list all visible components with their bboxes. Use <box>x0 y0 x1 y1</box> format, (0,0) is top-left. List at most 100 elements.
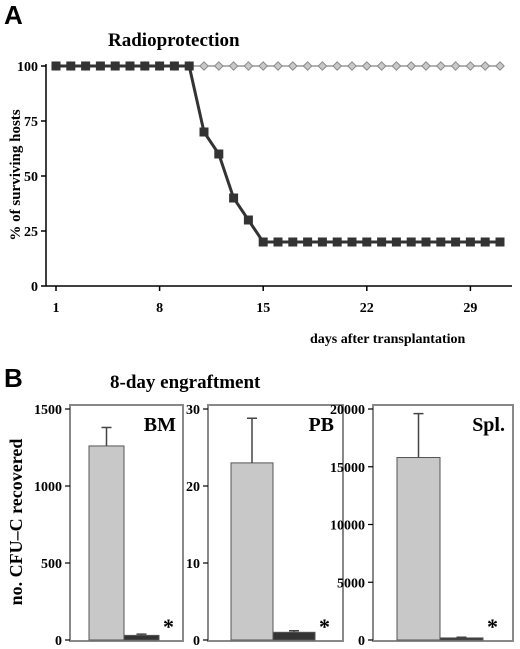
diamond-point <box>213 61 224 71</box>
panel-a-title: Radioprotection <box>108 30 240 51</box>
diamond-point <box>228 61 239 71</box>
significance-star: * <box>487 614 498 639</box>
square-point <box>480 237 490 247</box>
diamond-point <box>421 61 431 71</box>
diamond-point <box>450 61 461 71</box>
square-point <box>155 61 165 71</box>
diamond-point <box>258 61 269 71</box>
panel-a-ylabel: % of surviving hosts <box>8 109 24 240</box>
diamond-point <box>376 61 387 71</box>
panel-b-letter: B <box>4 363 23 393</box>
square-point <box>377 237 387 247</box>
bar-Spl.-1 <box>439 637 484 641</box>
y-tick-label: 25 <box>24 225 38 240</box>
diamond-point <box>287 61 298 71</box>
bar-BM-0 <box>88 445 125 641</box>
square-point <box>51 61 61 71</box>
panel-frame-Spl. <box>372 404 514 642</box>
square-point <box>110 61 120 71</box>
bar-PB-1 <box>272 631 316 641</box>
square-point <box>391 237 401 247</box>
panel-a-letter: A <box>4 0 23 30</box>
square-point <box>140 61 150 71</box>
square-point <box>214 149 224 159</box>
square-point <box>451 237 461 247</box>
engraftment-bar-charts: 0 500 1000 1500 BM * 0 10 20 30 PB * 0 5000 10000 15000… <box>34 403 514 649</box>
square-point <box>465 237 475 247</box>
x-tick-label: 22 <box>360 301 374 316</box>
square-point <box>347 237 357 247</box>
square-point <box>229 193 239 203</box>
diamond-point <box>332 61 343 71</box>
series-line-1 <box>56 64 500 244</box>
y-tick-label: 30 <box>186 403 200 418</box>
bar-PB-0 <box>230 462 274 641</box>
bar-BM-1 <box>123 634 160 641</box>
diamond-point <box>273 61 283 71</box>
square-point <box>81 61 91 71</box>
y-tick-label: 20000 <box>330 403 365 418</box>
square-point <box>317 237 327 247</box>
square-point <box>243 215 253 225</box>
diamond-point <box>347 61 357 71</box>
y-tick-label: 0 <box>358 634 365 649</box>
x-tick-label: 15 <box>256 301 270 316</box>
diamond-point <box>435 61 446 71</box>
y-tick-label: 0 <box>55 634 62 649</box>
panel-frame-PB <box>207 404 344 642</box>
y-tick-label: 0 <box>193 634 200 649</box>
panel-b-ylabel: no. CFU–C recovered <box>6 439 26 606</box>
y-tick-label: 1000 <box>34 480 62 495</box>
y-tick-label: 5000 <box>337 576 365 591</box>
square-point <box>421 237 431 247</box>
square-point <box>199 127 209 137</box>
square-point <box>258 237 268 247</box>
square-point <box>406 237 416 247</box>
y-tick-label: 500 <box>41 557 62 572</box>
y-tick-label: 50 <box>24 170 38 185</box>
square-point <box>169 61 179 71</box>
square-point <box>66 61 76 71</box>
diamond-point <box>495 61 505 71</box>
diamond-point <box>480 61 491 71</box>
square-point <box>332 237 342 247</box>
panel-a-xlabel: days after transplantation <box>310 332 466 347</box>
y-tick-label: 0 <box>31 280 38 295</box>
y-tick-label: 10 <box>186 557 200 572</box>
y-tick-label: 15000 <box>330 461 365 476</box>
sample-label-PB: PB <box>308 414 334 436</box>
y-tick-label: 10000 <box>330 519 365 534</box>
y-tick-label: 75 <box>24 115 38 130</box>
y-tick-label: 100 <box>17 60 38 75</box>
panel-frame-BM <box>69 404 184 642</box>
y-tick-label: 1500 <box>34 403 62 418</box>
sample-label-BM: BM <box>144 414 176 436</box>
bar-Spl.-0 <box>396 457 441 641</box>
square-point <box>184 61 194 71</box>
diamond-point <box>361 61 372 71</box>
square-point <box>436 237 446 247</box>
diamond-point <box>391 61 402 71</box>
square-point <box>362 237 372 247</box>
sample-label-Spl.: Spl. <box>472 414 505 436</box>
square-point <box>273 237 283 247</box>
x-tick-label: 29 <box>463 301 477 316</box>
survival-line-chart: 0 25 50 75 100 1 8 15 22 29 <box>17 60 512 316</box>
significance-star: * <box>163 614 174 639</box>
square-point <box>95 61 105 71</box>
square-point <box>495 237 505 247</box>
diamond-point <box>199 61 209 71</box>
diamond-point <box>302 61 313 71</box>
x-tick-label: 1 <box>53 301 60 316</box>
square-point <box>288 237 298 247</box>
diamond-point <box>243 61 254 71</box>
y-tick-label: 20 <box>186 480 200 495</box>
diamond-point <box>406 61 417 71</box>
diamond-point <box>465 61 476 71</box>
diamond-point <box>317 61 328 71</box>
square-point <box>303 237 313 247</box>
x-tick-label: 8 <box>156 301 163 316</box>
panel-b-title: 8-day engraftment <box>110 372 261 393</box>
square-point <box>125 61 135 71</box>
